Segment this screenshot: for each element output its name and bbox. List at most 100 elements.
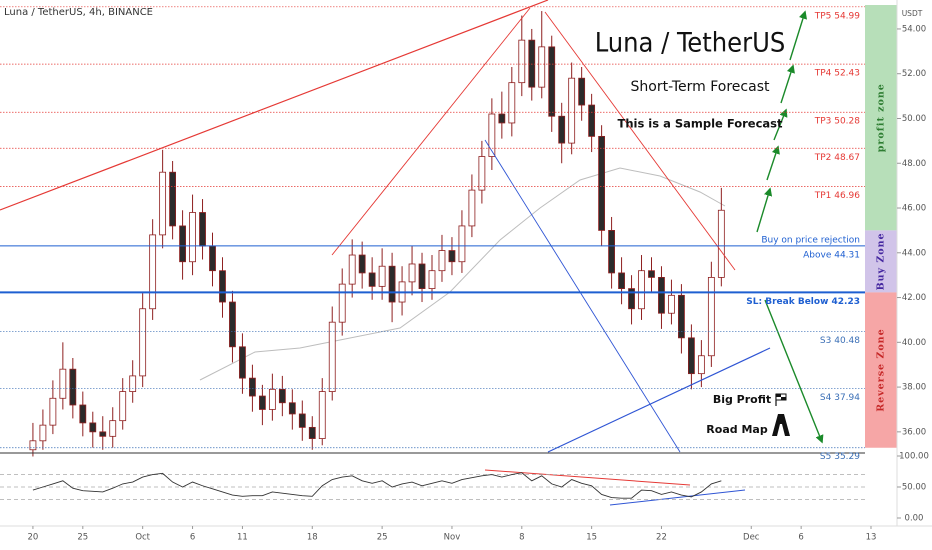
candle-body (678, 294, 685, 339)
zone-label: Buy Zone (876, 232, 887, 290)
candle-body (717, 209, 725, 278)
forecast-arrows (756, 10, 824, 444)
candle-body (538, 46, 546, 88)
candle-body (89, 422, 97, 433)
candle-body (328, 321, 336, 392)
candle-body (139, 308, 147, 377)
candle-body (268, 388, 276, 410)
x-tick-label: 11 (237, 533, 248, 543)
candle-body (558, 115, 566, 144)
candle-body (189, 212, 196, 263)
y-tick-label: 42.00 (902, 293, 926, 303)
level-label: TP4 52.43 (814, 69, 860, 79)
annotation-subtitle: Short-Term Forecast (631, 79, 770, 95)
currency: USDT (902, 9, 923, 18)
x-tick-label: 20 (28, 533, 39, 543)
candle-body (608, 230, 615, 274)
y-tick-label: 38.00 (902, 383, 926, 393)
candle-body (29, 440, 37, 451)
y-tick-label: 54.00 (902, 24, 926, 34)
trend-lines (0, 0, 771, 506)
badge-icons (772, 393, 790, 436)
candle-body (478, 156, 486, 191)
candle-body (508, 82, 516, 124)
zone-label: Reverse Zone (876, 328, 887, 411)
candle-body (288, 402, 296, 415)
candle-body (109, 420, 117, 437)
level-label: TP5 54.99 (814, 11, 861, 21)
candle-body (458, 225, 466, 263)
moving-average (199, 167, 726, 381)
candle-body (568, 77, 576, 144)
candle-body (378, 265, 386, 287)
level-label: S5 35.29 (820, 452, 860, 462)
candle-body (618, 272, 625, 289)
y-tick-label: 48.00 (902, 159, 926, 169)
candle-body (249, 377, 256, 397)
candle-body (468, 189, 476, 227)
rsi-tick-label: 0.00 (905, 513, 924, 523)
candle-body (388, 265, 396, 303)
candle-body (688, 337, 695, 375)
candle-body (169, 171, 177, 227)
candle-body (628, 288, 635, 310)
candle-body (598, 135, 606, 231)
rsi-line (32, 472, 722, 499)
candle-body (39, 424, 47, 442)
y-tick-label: 50.00 (902, 114, 926, 124)
candle-body (79, 404, 87, 424)
candle-body (438, 250, 446, 272)
badge-text: Road Map (706, 423, 768, 436)
candle-body (658, 277, 665, 314)
x-tick-label: Dec (743, 533, 760, 543)
symbol-info: Luna / TetherUS, 4h, BINANCE (4, 7, 153, 18)
annotation-note: This is a Sample Forecast (617, 117, 783, 131)
candle-body (298, 413, 306, 428)
rsi-tick-label: 50.00 (902, 482, 926, 492)
annotation-title: Luna / TetherUS (595, 28, 786, 59)
y-tick-label: 52.00 (902, 69, 926, 79)
candle-body (428, 270, 436, 289)
candle-body (59, 368, 67, 399)
badge-text: Big Profit (713, 393, 771, 406)
zone (865, 292, 897, 448)
candle-body (338, 283, 346, 323)
candle-body (588, 104, 596, 137)
candle-body (99, 431, 107, 437)
level-label: TP1 46.96 (814, 191, 861, 201)
candle-body (278, 388, 286, 404)
candle-body (488, 113, 496, 157)
x-tick-label: 13 (866, 533, 877, 543)
x-tick-label: 6 (798, 533, 803, 543)
zone (865, 230, 897, 293)
level-label: S4 37.94 (820, 393, 860, 403)
candle-body (707, 277, 715, 357)
candle-body (648, 270, 655, 278)
x-tick-label: 25 (77, 533, 88, 543)
candle-body (199, 212, 206, 247)
y-tick-label: 46.00 (902, 204, 926, 214)
candle-body (258, 395, 266, 410)
candle-body (518, 39, 526, 84)
candle-body (69, 368, 77, 406)
candle-body (408, 263, 416, 283)
y-tick-label: 44.00 (902, 248, 926, 258)
rsi-tick-label: 100.00 (899, 451, 929, 461)
candle-body (578, 77, 586, 106)
candle-body (368, 272, 376, 287)
level-label: SL: Break Below 42.23 (746, 297, 860, 307)
level-label: S3 40.48 (820, 336, 860, 346)
candle-body (209, 245, 216, 272)
level-label: TP3 50.28 (814, 117, 861, 127)
x-tick-label: 22 (656, 533, 667, 543)
candle-body (697, 355, 705, 375)
candle-body (418, 263, 426, 289)
zone-label: profit zone (876, 83, 887, 152)
candle-body (49, 397, 57, 426)
candle-body (348, 254, 356, 285)
candle-body (159, 171, 167, 236)
candle-body (179, 225, 186, 263)
candle-body (528, 39, 536, 88)
x-tick-label: 25 (377, 533, 388, 543)
